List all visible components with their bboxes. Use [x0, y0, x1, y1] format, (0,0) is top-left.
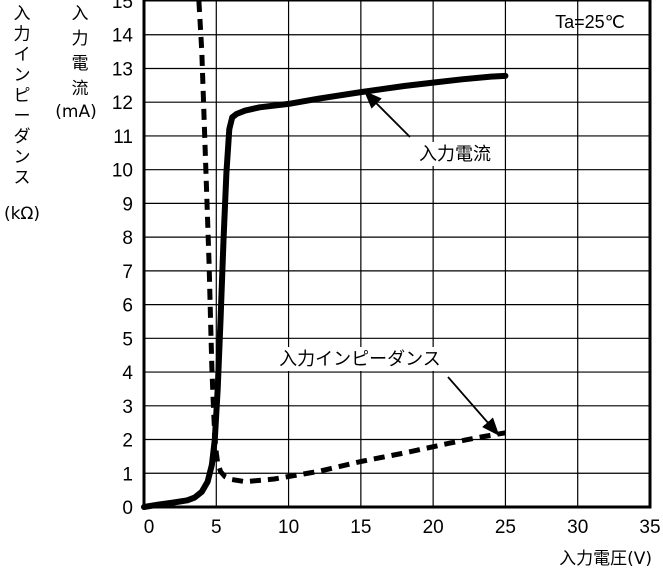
- series-line-input-impedance: [196, 0, 506, 485]
- y-tick-label: 15: [112, 0, 133, 13]
- x-tick-label: 20: [423, 517, 444, 538]
- y-tick-label: 5: [122, 329, 133, 350]
- y-axis-title-impedance-char: ス: [14, 168, 31, 188]
- annotation-background: [275, 347, 445, 371]
- y-tick-label: 7: [122, 262, 133, 283]
- y-tick-label: 6: [122, 296, 133, 317]
- grid: [144, 1, 650, 507]
- y-axis-title-current-part: 力: [72, 29, 89, 49]
- x-tick-label: 30: [567, 517, 588, 538]
- y-axis-title-impedance-char: 入: [14, 4, 31, 24]
- y-tick-label: 10: [112, 161, 133, 182]
- x-tick-label: 35: [639, 517, 660, 538]
- y-axis-title-impedance-char: 力: [14, 25, 31, 45]
- y-tick-label: 4: [122, 363, 133, 384]
- y-axis-title-impedance-char: ン: [14, 148, 31, 168]
- y-tick-label: 1: [122, 464, 133, 485]
- y-tick-label: 2: [122, 431, 133, 452]
- annotation-background: [415, 142, 495, 166]
- x-tick-label: 5: [211, 517, 222, 538]
- annotation-label: 入力電流: [419, 144, 491, 165]
- y-tick-label: 12: [112, 93, 133, 114]
- y-axis-title-current-part: 流: [72, 79, 89, 99]
- y-axis-title-current-part: 入: [72, 4, 89, 24]
- y-tick-label: 0: [122, 498, 133, 519]
- y-tick-label: 3: [122, 397, 133, 418]
- y-axis-title-impedance-char: ピ: [14, 86, 31, 106]
- y-axis-title-impedance: 入力インピーダンス(kΩ): [4, 4, 40, 224]
- y-axis-title-impedance-char: ー: [14, 107, 31, 127]
- x-tick-label: 15: [350, 517, 371, 538]
- y-axis-title-impedance-unit: (kΩ): [4, 204, 40, 224]
- series-line-input-current: [141, 72, 509, 510]
- annotation-arrow: [363, 90, 411, 138]
- y-tick-label: 11: [113, 127, 133, 148]
- y-tick-label: 13: [112, 59, 133, 80]
- annotation-label: 入力インピーダンス: [279, 349, 441, 370]
- plot-frame: [142, 0, 652, 509]
- y-axis-title-impedance-char: ン: [14, 66, 31, 86]
- y-axis-title-current-part: (mA): [55, 102, 96, 122]
- y-axis-title-impedance-char: ダ: [14, 127, 31, 147]
- x-axis-title: 入力電圧(V): [559, 549, 652, 569]
- y-tick-label: 8: [122, 228, 133, 249]
- y-tick-label: 14: [112, 26, 134, 47]
- condition-label: Ta=25℃: [555, 12, 625, 32]
- x-tick-label: 25: [495, 517, 516, 538]
- x-tick-label: 0: [144, 517, 155, 538]
- y-axis-title-impedance-char: イ: [14, 45, 31, 65]
- annotation-arrow: [447, 376, 500, 436]
- y-axis-title-current: 入力電流 (mA): [55, 4, 96, 122]
- series-layer: [141, 0, 509, 510]
- x-tick-label: 10: [278, 517, 299, 538]
- y-tick-label: 9: [122, 194, 133, 215]
- y-axis-title-current-part: 電: [72, 54, 89, 74]
